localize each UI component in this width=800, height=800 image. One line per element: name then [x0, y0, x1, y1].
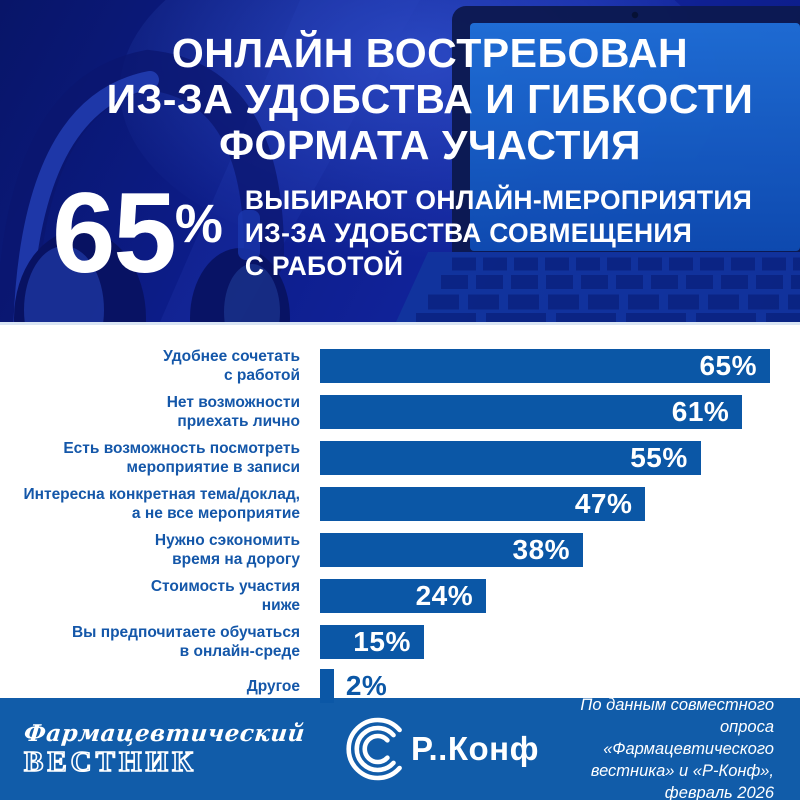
stat-desc-line: С РАБОТОЙ [244, 251, 404, 281]
page-title: ОНЛАЙН ВОСТРЕБОВАН ИЗ-ЗА УДОБСТВА И ГИБК… [90, 30, 770, 168]
title-line: ФОРМАТА УЧАСТИЯ [219, 122, 641, 168]
footer: Фармацевтический ВЕСТНИК Р..Конф По данн… [0, 696, 800, 800]
rconf-arcs-icon [346, 717, 402, 781]
title-line: ИЗ-ЗА УДОБСТВА И ГИБКОСТИ [106, 76, 754, 122]
bar-label: Есть возможность посмотреть мероприятие … [63, 440, 300, 476]
bar-row: Нет возможности приехать лично 61% [0, 393, 800, 431]
key-stat-value: 65 [52, 169, 177, 297]
key-stat: 65 % ВЫБИРАЮТ ОНЛАЙН-МЕРОПРИЯТИЯ ИЗ-ЗА У… [52, 169, 800, 297]
source-line: февраль 2026 [664, 784, 774, 800]
bar-label: Другое [246, 677, 300, 695]
bar-track: 24% [320, 579, 770, 613]
bar-track: 15% [320, 625, 770, 659]
bar-label: Нет возможности приехать лично [166, 394, 300, 430]
bar: 47% [320, 487, 646, 521]
bar-value: 47% [574, 488, 633, 519]
source-line: По данным совместного опроса [580, 696, 774, 736]
bar-value: 15% [353, 626, 411, 657]
bar-value: 38% [512, 534, 571, 565]
bar-label: Стоимость участия ниже [150, 578, 300, 614]
percent-sign: % [174, 193, 223, 254]
bar-track: 65% [320, 349, 770, 383]
bar-row: Вы предпочитаете обучаться в онлайн-сред… [0, 623, 800, 661]
pharm-vestnik-logo-script: Фармацевтический [22, 719, 307, 747]
key-stat-number: 65 % [52, 169, 223, 297]
stat-desc-line: ИЗ-ЗА УДОБСТВА СОВМЕЩЕНИЯ [244, 218, 693, 248]
hero-background-illustration [0, 0, 800, 322]
bar-row: Нужно сэкономить время на дорогу 38% [0, 531, 800, 569]
bar-track: 55% [320, 441, 770, 475]
bar: 15% [320, 625, 424, 659]
rconf-logo: Р..Конф [339, 713, 539, 785]
bar-row: Есть возможность посмотреть мероприятие … [0, 439, 800, 477]
bar-label: Вы предпочитаете обучаться в онлайн-сред… [71, 624, 300, 660]
source-note: По данным совместного опроса «Фармацевти… [539, 694, 774, 800]
pharm-vestnik-logo-caps: ВЕСТНИК [23, 745, 198, 778]
bar-label: Удобнее сочетать с работой [163, 348, 300, 384]
bar-track: 2% [320, 669, 770, 703]
bar-value: 55% [630, 442, 688, 473]
bar-chart: Удобнее сочетать с работой 65% Нет возмо… [0, 347, 800, 703]
bar: 38% [320, 533, 584, 567]
title-line: ОНЛАЙН ВОСТРЕБОВАН [171, 30, 689, 76]
hero-content: ОНЛАЙН ВОСТРЕБОВАН ИЗ-ЗА УДОБСТВА И ГИБК… [0, 30, 800, 322]
headphones-illustration [0, 49, 290, 322]
laptop-illustration [396, 6, 800, 322]
key-stat-description: ВЫБИРАЮТ ОНЛАЙН-МЕРОПРИЯТИЯ ИЗ-ЗА УДОБСТ… [245, 184, 752, 283]
bar-value: 2% [345, 670, 388, 701]
bar: 61% [320, 395, 743, 429]
bar-label: Нужно сэкономить время на дорогу [154, 532, 300, 568]
source-line: «Фармацевтического вестника» и «Р-Конф», [590, 740, 774, 780]
bar: 2% [320, 669, 387, 703]
bar-track: 47% [320, 487, 770, 521]
bar: 55% [320, 441, 701, 475]
bar-row: Интересна конкретная тема/доклад, а не в… [0, 485, 800, 523]
bar-label: Интересна конкретная тема/доклад, а не в… [23, 486, 300, 522]
bar-value: 24% [415, 580, 474, 611]
bar-track: 61% [320, 395, 770, 429]
bar-chart-section: Удобнее сочетать с работой 65% Нет возмо… [0, 322, 800, 703]
hero-section: ОНЛАЙН ВОСТРЕБОВАН ИЗ-ЗА УДОБСТВА И ГИБК… [0, 0, 800, 322]
pharm-vestnik-logo: Фармацевтический ВЕСТНИК [22, 719, 307, 778]
bar-row: Стоимость участия ниже 24% [0, 577, 800, 615]
bar: 65% [320, 349, 770, 383]
bar-row: Удобнее сочетать с работой 65% [0, 347, 800, 385]
bar-value: 65% [699, 350, 757, 381]
bar-row: Другое 2% [0, 669, 800, 703]
bar-value: 61% [671, 396, 730, 427]
stat-desc-line: ВЫБИРАЮТ ОНЛАЙН-МЕРОПРИЯТИЯ [244, 185, 753, 215]
bar: 24% [320, 579, 487, 613]
bar-track: 38% [320, 533, 770, 567]
rconf-logo-text: Р..Конф [410, 730, 539, 767]
